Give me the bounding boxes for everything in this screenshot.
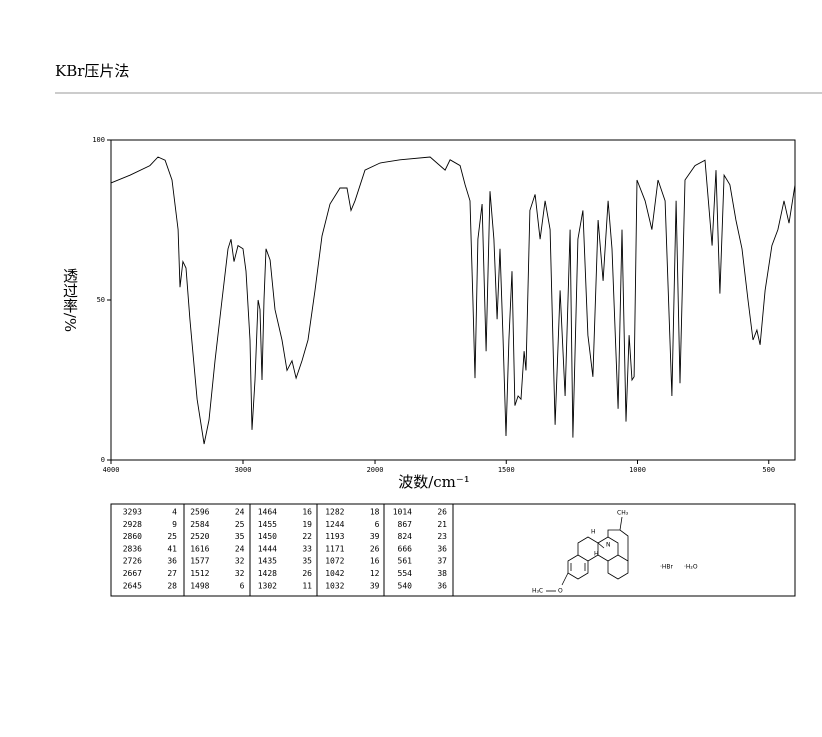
peak-wavenumber: 2726 — [123, 557, 142, 566]
peak-transmittance: 26 — [370, 544, 380, 553]
structure-hydrate: ·H₂O — [684, 564, 698, 571]
peak-transmittance: 26 — [302, 569, 312, 578]
peak-transmittance: 33 — [302, 544, 312, 553]
peak-transmittance: 25 — [235, 520, 245, 529]
peak-transmittance: 11 — [302, 581, 312, 590]
peak-wavenumber: 1444 — [258, 544, 277, 553]
peak-wavenumber: 1042 — [325, 569, 344, 578]
peak-wavenumber: 1435 — [258, 557, 277, 566]
peak-transmittance: 27 — [167, 569, 177, 578]
peak-transmittance: 28 — [167, 581, 177, 590]
peak-wavenumber: 2584 — [190, 520, 209, 529]
peak-wavenumber: 1072 — [325, 557, 344, 566]
peak-wavenumber: 1244 — [325, 520, 344, 529]
peak-wavenumber: 1014 — [393, 508, 412, 517]
peak-wavenumber: 3293 — [123, 508, 142, 517]
peak-transmittance: 39 — [370, 581, 380, 590]
structure-oxygen: O — [558, 588, 563, 595]
peak-wavenumber: 554 — [398, 569, 413, 578]
peak-transmittance: 26 — [437, 508, 447, 517]
x-tick-label: 3000 — [235, 466, 252, 474]
peak-wavenumber: 1512 — [190, 569, 209, 578]
y-tick-label: 50 — [97, 296, 105, 304]
peak-transmittance: 19 — [302, 520, 312, 529]
peak-wavenumber: 540 — [398, 581, 413, 590]
plot-frame — [110, 139, 796, 461]
peak-wavenumber: 867 — [398, 520, 413, 529]
x-tick-label: 1000 — [629, 466, 646, 474]
structure-h-lower: H — [594, 551, 599, 558]
peak-wavenumber: 824 — [398, 532, 413, 541]
peak-transmittance: 4 — [172, 508, 177, 517]
x-tick-label: 4000 — [103, 466, 120, 474]
peak-wavenumber: 1450 — [258, 532, 277, 541]
x-tick-label: 2000 — [367, 466, 384, 474]
peak-transmittance: 6 — [240, 581, 245, 590]
peak-wavenumber: 2645 — [123, 581, 142, 590]
structure-h-upper: H — [591, 529, 596, 536]
peak-transmittance: 16 — [302, 508, 312, 517]
peak-transmittance: 23 — [437, 532, 447, 541]
peak-transmittance: 35 — [235, 532, 245, 541]
peak-wavenumber: 1577 — [190, 557, 209, 566]
peak-wavenumber: 1428 — [258, 569, 277, 578]
peak-wavenumber: 2596 — [190, 508, 209, 517]
peak-transmittance: 22 — [302, 532, 312, 541]
x-axis-label: 波数/cm⁻¹ — [398, 473, 470, 491]
peak-wavenumber: 1616 — [190, 544, 209, 553]
peak-wavenumber: 2667 — [123, 569, 142, 578]
peak-transmittance: 6 — [375, 520, 380, 529]
table-dividers — [183, 504, 454, 596]
peak-transmittance: 24 — [235, 508, 245, 517]
y-tick-label: 0 — [101, 456, 105, 464]
spectrum-line — [110, 156, 796, 445]
x-tick-label: 500 — [762, 466, 775, 474]
peak-transmittance: 24 — [235, 544, 245, 553]
peak-transmittance: 16 — [370, 557, 380, 566]
structure-methoxy-methyl: H₃C — [532, 588, 543, 595]
peak-transmittance: 36 — [437, 544, 447, 553]
peak-transmittance: 35 — [302, 557, 312, 566]
peak-wavenumber: 1032 — [325, 581, 344, 590]
peak-wavenumber: 1498 — [190, 581, 209, 590]
peak-transmittance: 32 — [235, 557, 245, 566]
peak-wavenumber: 1302 — [258, 581, 277, 590]
structure-methyl: CH₃ — [617, 510, 629, 517]
peak-transmittance: 41 — [167, 544, 177, 553]
x-tick-label: 1500 — [498, 466, 515, 474]
peak-wavenumber: 1455 — [258, 520, 277, 529]
peak-wavenumber: 2860 — [123, 532, 142, 541]
peak-transmittance: 12 — [370, 569, 380, 578]
peak-wavenumber: 1171 — [325, 544, 344, 553]
peak-wavenumber: 2928 — [123, 520, 142, 529]
peak-transmittance: 39 — [370, 532, 380, 541]
peak-transmittance: 18 — [370, 508, 380, 517]
peak-wavenumber: 1193 — [325, 532, 344, 541]
peak-transmittance: 37 — [437, 557, 447, 566]
peak-transmittance: 36 — [437, 581, 447, 590]
peak-transmittance: 21 — [437, 520, 447, 529]
page-title: KBr压片法 — [55, 62, 129, 80]
y-axis-label: 透过率/% — [61, 268, 79, 332]
peak-transmittance: 32 — [235, 569, 245, 578]
peak-wavenumber: 561 — [398, 557, 413, 566]
peak-transmittance: 38 — [437, 569, 447, 578]
y-tick-label: 100 — [92, 136, 105, 144]
peak-wavenumber: 1282 — [325, 508, 344, 517]
peak-wavenumber: 2836 — [123, 544, 142, 553]
structure-nitrogen: N — [606, 542, 611, 549]
peak-transmittance: 36 — [167, 557, 177, 566]
structure-salt: ·HBr — [660, 564, 674, 571]
peak-transmittance: 9 — [172, 520, 177, 529]
peak-transmittance: 25 — [167, 532, 177, 541]
peak-wavenumber: 1464 — [258, 508, 277, 517]
structure-bonds — [546, 516, 629, 592]
peak-wavenumber: 2520 — [190, 532, 209, 541]
peak-wavenumber: 666 — [398, 544, 413, 553]
